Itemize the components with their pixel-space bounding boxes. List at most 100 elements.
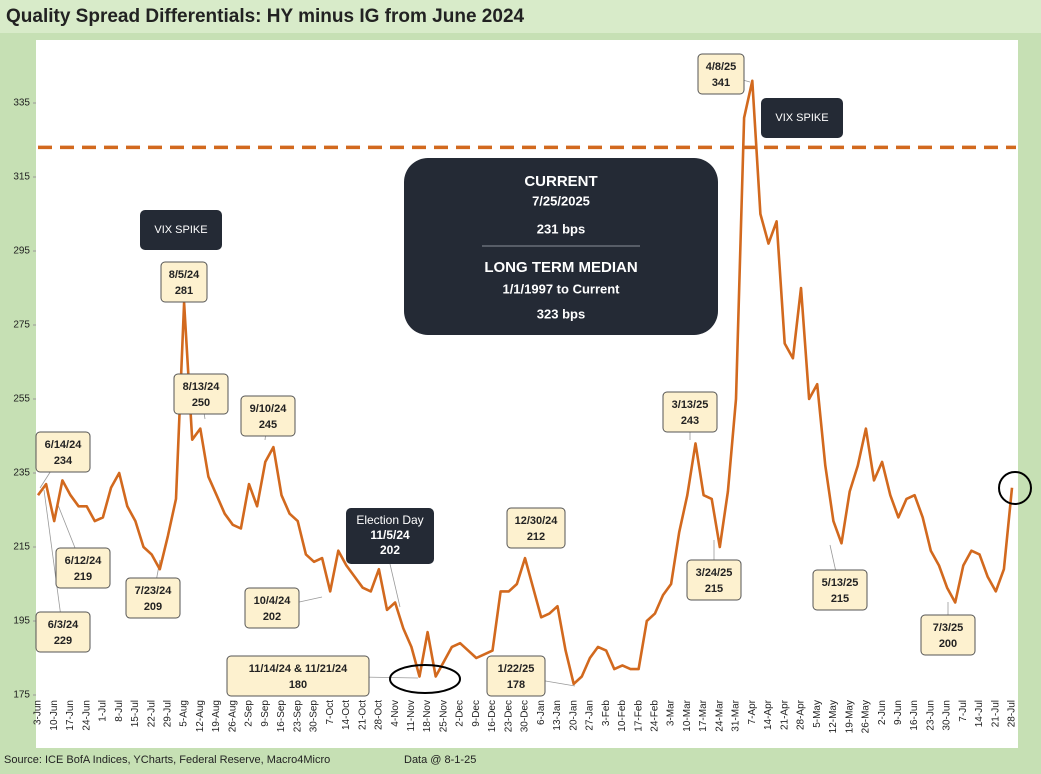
x-tick-label: 9-Dec [471,700,482,727]
y-tick-label: 215 [13,542,30,553]
x-tick-label: 24-Mar [714,699,725,731]
highlight-ellipse [389,664,461,694]
x-tick-label: 24-Feb [650,700,661,732]
marks: 175 195 215 235 255 275 295 315 335 3-Jun 10-Jun 17… [13,73,1018,733]
y-tick-label: 255 [13,394,30,405]
x-tick-label: 7-Oct [325,700,336,725]
x-tick-label: 7-Jul [958,700,969,722]
callout-box [240,395,296,437]
x-tick-label: 31-Mar [731,699,742,731]
x-tick-label: 11-Nov [406,700,417,732]
x-tick-label: 21-Apr [779,699,790,730]
callout-box [812,569,868,611]
x-tick-label: 15-Jul [130,700,141,727]
x-tick-label: 28-Apr [796,699,807,730]
callout-value: 245 [259,419,277,431]
x-tick-label: 3-Feb [601,700,612,727]
y-tick-label: 195 [13,616,30,627]
info-text: 323 bps [537,306,585,321]
election-value: 202 [380,543,400,557]
leader-line [43,489,64,633]
x-tick-label: 5-May [812,700,823,728]
callout-value: 178 [507,679,525,691]
callout-box [125,577,181,619]
leader-line [389,563,401,608]
callout-label: 5/13/25 [822,577,859,589]
callout-box [244,587,300,629]
data-date: Data @ 8-1-25 [404,754,476,766]
callout-label: 9/10/24 [250,403,288,415]
x-tick-label: 30-Sep [309,700,320,733]
x-tick-label: 12-Aug [195,700,206,732]
info-text: 1/1/1997 to Current [502,281,620,296]
x-tick-label: 3-Mar [666,699,677,726]
callout-label: 7/3/25 [933,622,964,634]
callout-box [226,655,370,697]
note-box [140,210,222,250]
chart-title: Quality Spread Differentials: HY minus I… [6,6,525,27]
callout-box [686,559,742,601]
callout-box [173,373,229,415]
callout-box [697,53,745,95]
x-tick-label: 24-Jun [81,700,92,731]
highlight-circle [998,471,1032,505]
x-tick-label: 17-Feb [633,700,644,732]
x-tick-label: 9-Sep [260,700,271,727]
election-title: Election Day [356,513,423,527]
callout-value: 219 [74,571,92,583]
note-text: VIX SPIKE [154,224,207,236]
x-tick-label: 6-Jan [536,700,547,725]
callout-value: 180 [289,679,307,691]
election-label: 11/5/24 [370,528,410,542]
source: Source: ICE BofA Indices, YCharts, Feder… [4,754,330,766]
callout-label: 6/14/24 [45,439,83,451]
x-tick-label: 17-Mar [698,699,709,731]
info-text: LONG TERM MEDIAN [484,259,637,276]
y-tick-label: 275 [13,320,30,331]
callout-label: 3/24/25 [696,567,733,579]
callout-value: 200 [939,638,957,650]
x-tick-label: 10-Feb [617,700,628,732]
y-tick-label: 335 [13,98,30,109]
callout-value: 341 [712,77,730,89]
callout-value: 209 [144,601,162,613]
x-tick-label: 7-Apr [747,699,758,724]
callout-label: 4/8/25 [706,61,737,73]
x-tick-label: 16-Jun [909,700,920,731]
election-box [346,508,434,564]
callout-value: 234 [54,455,73,467]
y-tick-label: 175 [13,690,30,701]
x-tick-label: 26-May [861,700,872,733]
x-tick-label: 8-Jul [114,700,125,722]
callout-box [160,261,208,303]
callout-box [35,431,91,473]
callout-value: 202 [263,611,281,623]
x-tick-label: 22-Jul [146,700,157,727]
x-tick-label: 3-Jun [33,700,44,725]
x-tick-label: 5-Aug [179,700,190,727]
x-tick-label: 1-Jul [98,700,109,722]
callout-value: 212 [527,531,545,543]
x-tick-label: 29-Jul [163,700,174,727]
x-tick-label: 20-Jan [568,700,579,731]
callout-label: 8/5/24 [169,269,200,281]
x-tick-label: 28-Oct [374,700,385,730]
info-text: 7/25/2025 [532,193,590,208]
y-tick-label: 235 [13,468,30,479]
callout-label: 8/13/24 [183,381,221,393]
x-tick-label: 12-May [828,700,839,733]
callout-value: 250 [192,397,210,409]
callout-box [506,507,566,549]
callout-label: 7/23/24 [135,585,173,597]
x-tick-label: 21-Oct [357,700,368,730]
x-tick-label: 16-Sep [276,700,287,733]
x-tick-label: 19-May [844,700,855,733]
y-tick-label: 315 [13,172,30,183]
x-tick-label: 2-Sep [244,700,255,727]
x-tick-label: 13-Jan [552,700,563,731]
callout-box [920,614,976,656]
note-box [761,98,843,138]
x-tick-label: 28-Jul [1007,700,1018,727]
x-tick-label: 14-Jul [974,700,985,727]
note-text: VIX SPIKE [775,112,828,124]
